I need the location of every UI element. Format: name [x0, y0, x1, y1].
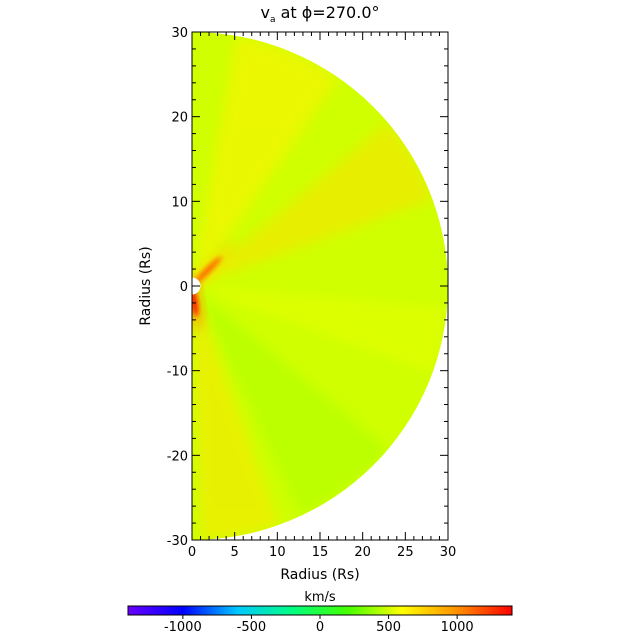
y-axis-label: Radius (Rs)	[138, 246, 154, 325]
x-tick-label: 25	[397, 545, 414, 560]
y-tick-label: 10	[171, 195, 188, 210]
y-tick-label: 30	[171, 26, 188, 41]
y-tick-label: -10	[167, 365, 188, 380]
x-axis-label: Radius (Rs)	[280, 567, 359, 583]
heatmap-area	[183, 32, 448, 540]
y-tick-label: -30	[167, 534, 188, 549]
x-tick-label: 10	[269, 545, 286, 560]
y-tick-label: -20	[167, 449, 188, 464]
colorbar-tick-label: 1000	[441, 620, 474, 635]
heatmap-band	[192, 286, 280, 540]
y-tick-label: 20	[171, 111, 188, 126]
x-tick-label: 5	[231, 545, 239, 560]
chart-title: va at ϕ=270.0°	[261, 3, 380, 25]
colorbar	[127, 605, 513, 616]
y-axis-ticks: -30 -20 -10 0 10 20 30	[167, 26, 448, 549]
x-tick-label: 0	[188, 545, 196, 560]
heatmap-band	[192, 122, 433, 286]
heatmap-band	[192, 286, 448, 373]
colorbar-ticks: -1000 -500 0 500 1000	[164, 615, 474, 635]
heatmap-band	[192, 286, 389, 517]
x-tick-label: 20	[354, 545, 371, 560]
colorbar-tick-label: -500	[237, 620, 267, 635]
colorbar-tick-label: 0	[316, 620, 324, 635]
y-tick-label: 0	[180, 280, 188, 295]
colorbar-label: km/s	[304, 590, 336, 605]
x-tick-label: 30	[440, 545, 457, 560]
x-axis-ticks: 0 5 10 15 20 25 30	[188, 32, 456, 560]
heatmap-band	[192, 35, 339, 287]
colorbar-tick-label: 500	[376, 620, 401, 635]
heatmap-feature	[192, 256, 222, 286]
heatmap-clip-group	[192, 32, 448, 540]
colorbar-tick-label: -1000	[164, 620, 202, 635]
x-tick-label: 15	[312, 545, 329, 560]
